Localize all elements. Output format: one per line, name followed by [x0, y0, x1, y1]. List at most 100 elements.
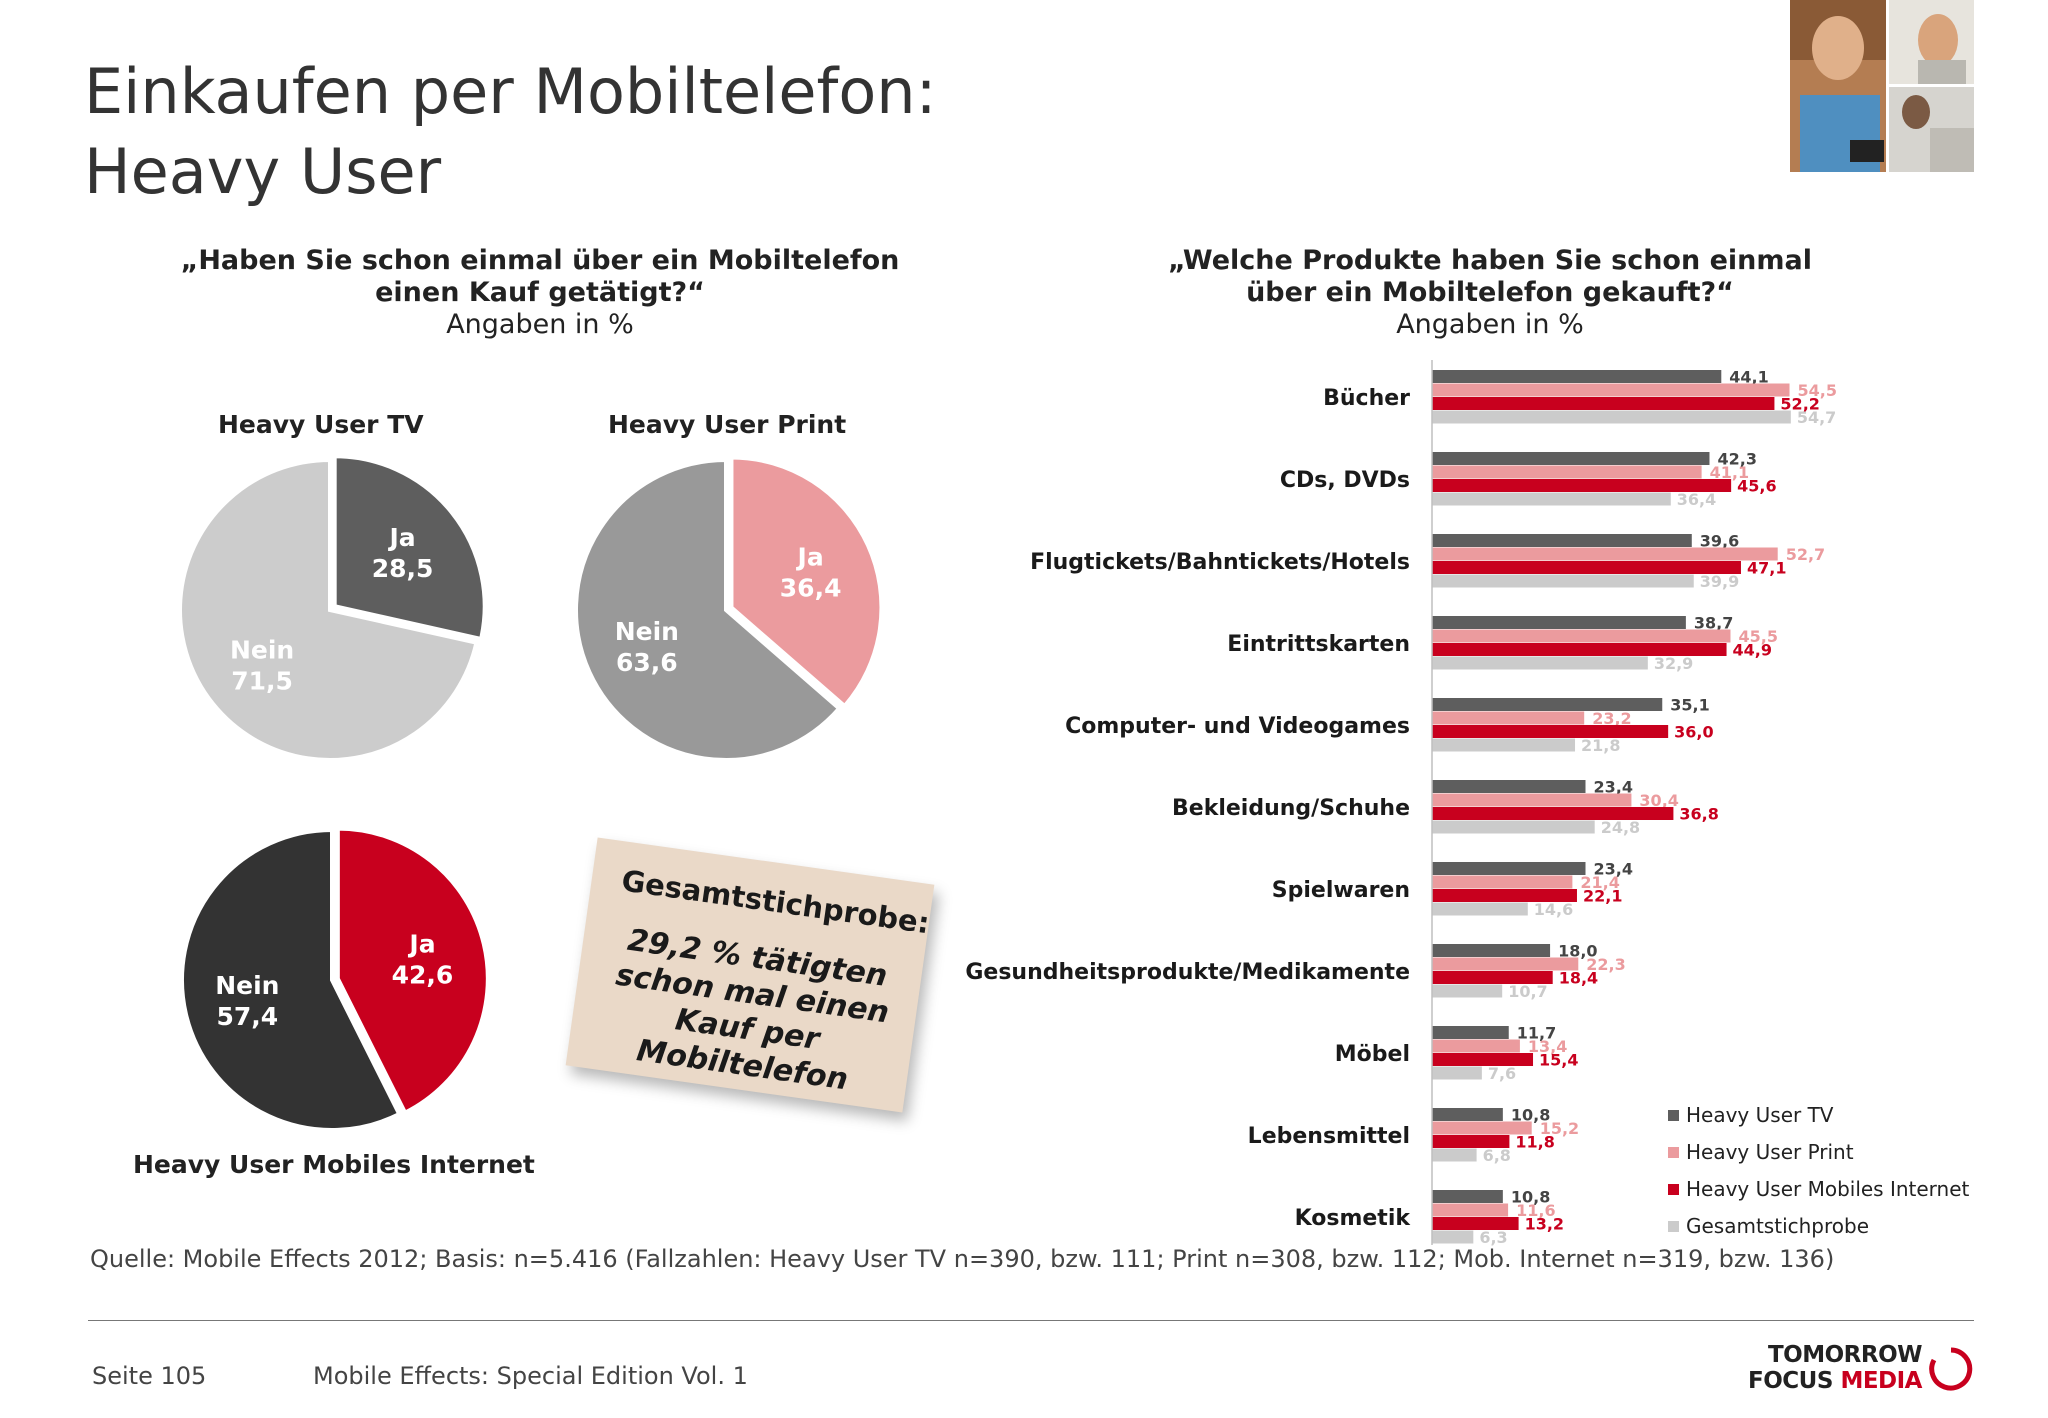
logo-line2: FOCUS MEDIA: [1748, 1368, 1922, 1394]
legend-label: Gesamtstichprobe: [1686, 1214, 1869, 1238]
pie-tv-value-ja: 28,5: [372, 554, 434, 583]
bar-value-label: 23,4: [1594, 860, 1633, 879]
pie-mobile-slice-ja: [335, 826, 490, 1116]
bar-value-label: 22,3: [1586, 955, 1625, 974]
legend-swatch: [1668, 1221, 1679, 1232]
bar-value-label: 36,8: [1679, 805, 1718, 824]
bar-category-label: Bücher: [1323, 386, 1410, 411]
bar: [1432, 780, 1586, 793]
bar-category-label: Kosmetik: [1295, 1206, 1412, 1231]
pie-tv-label-nein: Nein: [230, 635, 294, 664]
bar: [1432, 1230, 1474, 1244]
logo-line1: TOMORROW: [1767, 1342, 1923, 1368]
bar: [1432, 957, 1579, 971]
bar: [1432, 465, 1702, 479]
legend-label: Heavy User Mobiles Internet: [1686, 1177, 1970, 1201]
bar-value-label: 18,0: [1558, 942, 1597, 961]
bar-value-label: 13,2: [1525, 1215, 1564, 1234]
pie-tv-label-ja: Ja: [387, 523, 415, 552]
pie-print-slice-nein: [574, 457, 842, 762]
bar: [1432, 629, 1731, 643]
pie-print-label-ja: Ja: [796, 542, 824, 571]
bar: [1432, 452, 1710, 465]
bar: [1432, 698, 1663, 711]
bar: [1432, 725, 1669, 738]
pie-print-slice-ja: [729, 455, 884, 709]
logo-line2b: MEDIA: [1840, 1368, 1922, 1394]
bar-value-label: 14,6: [1534, 900, 1573, 919]
footer-divider: [88, 1320, 1974, 1321]
bar: [1432, 1190, 1503, 1203]
left-question: „Haben Sie schon einmal über ein Mobilte…: [150, 245, 930, 341]
bar-value-label: 39,6: [1700, 532, 1739, 551]
bar: [1432, 1066, 1482, 1080]
bar-value-label: 35,1: [1670, 696, 1709, 715]
right-question-line1: „Welche Produkte haben Sie schon einmal: [1168, 245, 1812, 276]
bar-value-label: 54,7: [1797, 408, 1836, 427]
bar-category-label: CDs, DVDs: [1280, 468, 1410, 493]
left-question-line1: „Haben Sie schon einmal über ein Mobilte…: [180, 245, 900, 276]
bar: [1432, 643, 1727, 656]
bar: [1432, 984, 1503, 998]
source-note: Quelle: Mobile Effects 2012; Basis: n=5.…: [90, 1245, 1835, 1273]
bar-category-label: Eintrittskarten: [1227, 632, 1410, 657]
bar: [1432, 1203, 1509, 1217]
page-number: Seite 105: [92, 1362, 207, 1390]
bar-value-label: 21,8: [1581, 736, 1620, 755]
bar: [1432, 383, 1790, 397]
bar-value-label: 10,7: [1508, 982, 1547, 1001]
bar-value-label: 11,8: [1515, 1133, 1554, 1152]
bar-category-label: Gesundheitsprodukte/Medikamente: [965, 960, 1410, 985]
pie-tv-value-nein: 71,5: [231, 666, 293, 695]
bar-category-label: Bekleidung/Schuhe: [1172, 796, 1410, 821]
people-photo: [1790, 0, 1974, 172]
bar: [1432, 820, 1595, 834]
bar: [1432, 492, 1671, 506]
bar-category-label: Möbel: [1335, 1042, 1410, 1067]
bar-value-label: 21,4: [1580, 873, 1619, 892]
bar: [1432, 1053, 1534, 1066]
bar: [1432, 397, 1775, 410]
left-question-line2: einen Kauf getätigt?“: [375, 277, 705, 308]
bar-value-label: 36,4: [1677, 490, 1716, 509]
page-title-line1: Einkaufen per Mobiltelefon:: [84, 55, 937, 128]
pie-print-value-ja: 36,4: [780, 573, 842, 602]
bar-value-label: 41,1: [1710, 463, 1749, 482]
pie-tv-title: Heavy User TV: [218, 410, 424, 439]
bar: [1432, 971, 1553, 984]
bar-value-label: 36,0: [1674, 723, 1713, 742]
publication-name: Mobile Effects: Special Edition Vol. 1: [313, 1362, 748, 1390]
logo-line2a: FOCUS: [1748, 1368, 1841, 1394]
bar-value-label: 6,8: [1483, 1146, 1511, 1165]
pie-print-title: Heavy User Print: [608, 410, 847, 439]
bar: [1432, 574, 1694, 588]
bar: [1432, 793, 1632, 807]
bar: [1432, 616, 1686, 629]
legend-swatch: [1668, 1110, 1679, 1121]
bar-value-label: 18,4: [1559, 969, 1598, 988]
brand-logo: TOMORROW FOCUS MEDIA: [1748, 1340, 1974, 1396]
bar-value-label: 24,8: [1601, 818, 1640, 837]
bar-category-label: Flugtickets/Bahntickets/Hotels: [1030, 550, 1410, 575]
bar-value-label: 23,4: [1594, 778, 1633, 797]
bar-value-label: 7,6: [1488, 1064, 1516, 1083]
bar-value-label: 39,9: [1700, 572, 1739, 591]
bar-value-label: 11,6: [1516, 1201, 1555, 1220]
bar-value-label: 44,9: [1733, 641, 1772, 660]
bar: [1432, 561, 1741, 574]
bar-category-label: Lebensmittel: [1248, 1124, 1410, 1149]
pie-tv-slice-nein: [178, 457, 479, 762]
bar-value-label: 6,3: [1479, 1228, 1507, 1247]
bar: [1432, 1148, 1477, 1162]
right-question-note: Angaben in %: [1396, 309, 1584, 340]
right-question: „Welche Produkte haben Sie schon einmal …: [1080, 245, 1900, 341]
bar: [1432, 875, 1573, 889]
bar-value-label: 52,7: [1786, 545, 1825, 564]
bar-value-label: 10,8: [1511, 1106, 1550, 1125]
bar-value-label: 54,5: [1798, 381, 1837, 400]
bar-value-label: 42,3: [1717, 450, 1756, 469]
legend-label: Heavy User Print: [1686, 1140, 1854, 1164]
